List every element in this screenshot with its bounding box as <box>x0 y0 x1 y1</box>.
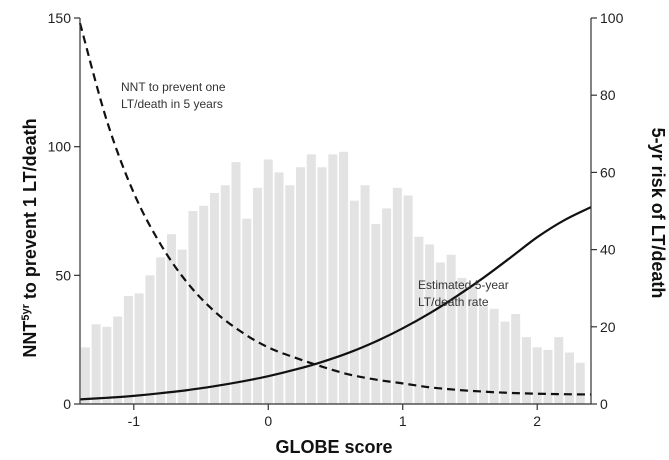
histogram-bar <box>468 285 478 404</box>
histogram-bar <box>317 167 327 404</box>
histogram-bar <box>478 306 488 404</box>
annotation-rate: Estimated 5-year LT/death rate <box>418 278 512 309</box>
x-tick-label: -1 <box>128 413 141 429</box>
histogram-bar <box>80 347 90 404</box>
histogram-bar <box>274 172 284 404</box>
left-axis-title-prefix: NNT <box>20 321 40 358</box>
histogram-bar <box>435 262 445 404</box>
right-y-tick-label: 20 <box>600 319 616 335</box>
histogram-bar <box>521 337 531 404</box>
histogram-bar <box>188 211 198 404</box>
histogram-bar <box>382 208 392 404</box>
annotation-rate-line-2: LT/death rate <box>418 295 489 309</box>
x-tick-label: 0 <box>264 413 272 429</box>
risk-solid-line <box>79 206 592 401</box>
histogram-bar <box>199 205 209 404</box>
right-y-tick-label: 40 <box>600 242 616 258</box>
right-y-tick-label: 0 <box>600 396 608 412</box>
histogram-bar <box>285 185 295 404</box>
histogram-bar <box>554 337 564 404</box>
right-y-tick-label: 100 <box>600 10 624 26</box>
histogram-bar <box>231 162 241 404</box>
histogram-bar <box>242 218 252 404</box>
right-axis-title: 5-yr risk of LT/death <box>648 128 668 299</box>
right-y-tick-label: 80 <box>600 87 616 103</box>
histogram-bar <box>392 187 402 404</box>
annotation-nnt: NNT to prevent one LT/death in 5 years <box>121 80 229 111</box>
histogram-bars <box>80 151 585 404</box>
histogram-bar <box>543 349 553 404</box>
histogram-bar <box>263 159 273 404</box>
right-y-tick-label: 60 <box>600 164 616 180</box>
histogram-bar <box>156 257 166 404</box>
left-y-tick-label: 50 <box>55 267 71 283</box>
left-axis-title: NNT5yr to prevent 1 LT/death <box>20 118 40 357</box>
left-axis-title-suffix: to prevent 1 LT/death <box>20 118 40 304</box>
histogram-bar <box>500 321 510 404</box>
histogram-bar <box>511 313 521 404</box>
histogram-bar <box>296 167 306 404</box>
annotation-nnt-line-2: LT/death in 5 years <box>121 97 223 111</box>
histogram-bar <box>349 200 359 404</box>
x-tick-label: 1 <box>399 413 407 429</box>
histogram-bar <box>425 244 435 404</box>
histogram-bar <box>177 249 187 404</box>
histogram-bar <box>457 277 467 404</box>
histogram-bar <box>220 185 230 404</box>
histogram-bar <box>328 154 338 404</box>
histogram-bar <box>102 326 112 404</box>
nnt-dashed-line <box>78 22 592 396</box>
x-axis-title: GLOBE score <box>275 437 392 457</box>
histogram-bar <box>166 234 176 404</box>
x-tick-label: 2 <box>533 413 541 429</box>
histogram-bar <box>360 185 370 404</box>
histogram-bar <box>371 223 381 404</box>
left-axis-title-superscript: 5yr <box>20 303 32 320</box>
histogram-bar <box>564 352 574 404</box>
series-lines <box>78 22 592 401</box>
histogram-bar <box>532 347 542 404</box>
histogram-bar <box>446 254 456 404</box>
histogram-bar <box>306 154 316 404</box>
left-y-tick-label: 150 <box>48 10 72 26</box>
histogram-bar <box>209 192 219 404</box>
annotation-nnt-line-1: NNT to prevent one <box>121 80 226 94</box>
histogram-bar <box>113 316 123 404</box>
histogram-bar <box>253 187 263 404</box>
histogram-bar <box>91 324 101 404</box>
histogram-bar <box>134 293 144 404</box>
histogram-bar <box>145 275 155 404</box>
annotation-rate-line-1: Estimated 5-year <box>418 278 509 292</box>
left-y-tick-label: 100 <box>48 139 72 155</box>
histogram-bar <box>339 151 349 404</box>
histogram-bar <box>403 195 413 404</box>
left-y-tick-label: 0 <box>63 396 71 412</box>
histogram-bar <box>575 362 585 404</box>
histogram-bar <box>489 308 499 404</box>
histogram-bar <box>123 295 133 404</box>
